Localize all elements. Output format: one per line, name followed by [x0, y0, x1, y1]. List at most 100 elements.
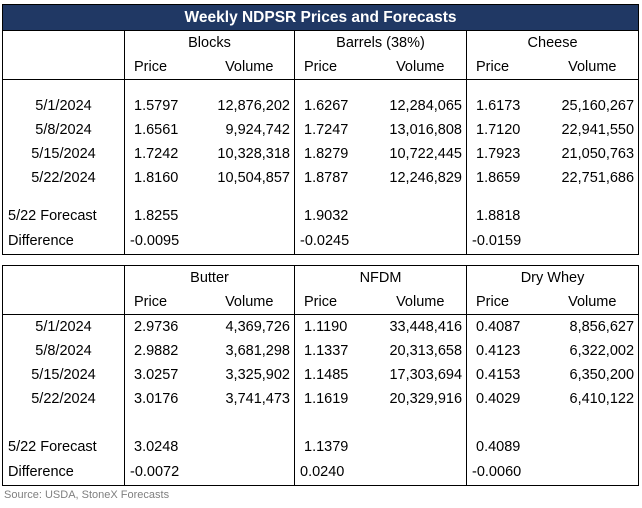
difference-value: 0.0240	[294, 460, 375, 486]
source-note: Source: USDA, StoneX Forecasts	[4, 489, 170, 501]
row-date: 5/22/2024	[2, 387, 125, 411]
difference-value: -0.0095	[124, 229, 205, 255]
price-cell: 1.6173	[476, 97, 521, 114]
group-header-barrels: Barrels (38%)	[294, 30, 467, 56]
row-date: 5/15/2024	[2, 142, 125, 166]
forecast-value: 1.1379	[304, 439, 349, 456]
forecast-value: 1.9032	[304, 208, 349, 225]
price-cell: 3.0257	[134, 366, 179, 383]
difference-value: -0.0245	[294, 229, 375, 255]
table-row: 5/8/2024 1.6561 9,924,742 1.7247 13,016,…	[2, 118, 640, 142]
subheader-price: Price	[294, 291, 375, 315]
volume-cell: 12,876,202	[204, 94, 295, 118]
table-title: Weekly NDPSR Prices and Forecasts	[1, 4, 640, 31]
price-cell: 1.1619	[304, 390, 349, 407]
volume-cell: 22,751,686	[546, 166, 640, 190]
subheader-price: Price	[124, 291, 205, 315]
volume-cell: 10,504,857	[204, 166, 295, 190]
volume-cell: 6,322,002	[546, 339, 640, 363]
table-row: 5/15/2024 3.0257 3,325,902 1.1485 17,303…	[2, 363, 640, 387]
volume-cell: 3,741,473	[204, 387, 295, 411]
price-cell: 3.0176	[134, 390, 179, 407]
subheader-row: Price Volume Price Volume Price Volume	[2, 56, 640, 80]
table-row: 5/15/2024 1.7242 10,328,318 1.8279 10,72…	[2, 142, 640, 166]
volume-cell: 3,325,902	[204, 363, 295, 387]
difference-label: Difference	[2, 460, 125, 486]
price-cell: 2.9736	[134, 318, 179, 335]
price-cell: 1.7120	[476, 121, 521, 138]
table-row: 5/1/2024 2.9736 4,369,726 1.1190 33,448,…	[2, 314, 640, 339]
volume-cell: 12,284,065	[374, 94, 467, 118]
volume-cell: 22,941,550	[546, 118, 640, 142]
price-cell: 0.4123	[476, 342, 521, 359]
top-prices-table: Weekly NDPSR Prices and Forecasts Blocks…	[1, 4, 640, 255]
row-date: 5/22/2024	[2, 166, 125, 190]
subheader-volume: Volume	[204, 56, 295, 80]
forecast-value: 1.8255	[134, 208, 179, 225]
forecast-row: 5/22 Forecast 1.8255 1.9032 1.8818	[2, 204, 640, 229]
difference-value: -0.0060	[466, 460, 547, 486]
group-header-dry-whey: Dry Whey	[466, 265, 640, 291]
volume-cell: 12,246,829	[374, 166, 467, 190]
volume-cell: 6,410,122	[546, 387, 640, 411]
forecast-value: 1.8818	[476, 208, 521, 225]
subheader-price: Price	[124, 56, 205, 80]
difference-row: Difference -0.0072 0.0240 -0.0060	[2, 460, 640, 486]
subheader-volume: Volume	[204, 291, 295, 315]
table-row: 5/8/2024 2.9882 3,681,298 1.1337 20,313,…	[2, 339, 640, 363]
volume-cell: 17,303,694	[374, 363, 468, 387]
subheader-price: Price	[294, 56, 375, 80]
subheader-row: Price Volume Price Volume Price Volume	[2, 291, 640, 315]
row-date: 5/8/2024	[2, 118, 125, 142]
difference-value: -0.0159	[466, 229, 547, 255]
group-header-row: Blocks Barrels (38%) Cheese	[2, 30, 640, 56]
group-header-butter: Butter	[124, 265, 295, 291]
price-cell: 2.9882	[134, 342, 179, 359]
row-date: 5/8/2024	[2, 339, 125, 363]
price-cell: 1.8279	[304, 145, 349, 162]
price-cell: 1.7242	[134, 145, 179, 162]
forecast-row: 5/22 Forecast 3.0248 1.1379 0.4089	[2, 435, 640, 460]
volume-cell: 8,856,627	[546, 314, 640, 339]
table-row: 5/22/2024 3.0176 3,741,473 1.1619 20,329…	[2, 387, 640, 411]
forecast-label: 5/22 Forecast	[2, 435, 125, 460]
price-cell: 0.4153	[476, 366, 521, 383]
volume-cell: 10,722,445	[374, 142, 467, 166]
group-header-cheese: Cheese	[466, 30, 640, 56]
price-cell: 1.6267	[304, 97, 349, 114]
price-cell: 1.1190	[304, 318, 348, 335]
volume-cell: 20,313,658	[374, 339, 468, 363]
subheader-volume: Volume	[546, 56, 640, 80]
subheader-price: Price	[466, 56, 547, 80]
volume-cell: 33,448,416	[374, 314, 468, 339]
volume-cell: 13,016,808	[374, 118, 467, 142]
volume-cell: 21,050,763	[546, 142, 640, 166]
volume-cell: 10,328,318	[204, 142, 295, 166]
price-cell: 1.1485	[304, 366, 349, 383]
price-cell: 0.4087	[476, 318, 521, 335]
price-cell: 1.6561	[134, 121, 179, 138]
price-cell: 1.1337	[304, 342, 349, 359]
subheader-price: Price	[466, 291, 547, 315]
subheader-volume: Volume	[374, 291, 468, 315]
forecast-value: 3.0248	[134, 439, 179, 456]
title-row: Weekly NDPSR Prices and Forecasts	[1, 4, 640, 31]
group-header-blocks: Blocks	[124, 30, 295, 56]
volume-cell: 3,681,298	[204, 339, 295, 363]
row-date: 5/15/2024	[2, 363, 125, 387]
price-cell: 1.8160	[134, 169, 179, 186]
table-row: 5/1/2024 1.5797 12,876,202 1.6267 12,284…	[2, 94, 640, 118]
difference-value: -0.0072	[124, 460, 205, 486]
difference-row: Difference -0.0095 -0.0245 -0.0159	[2, 229, 640, 255]
group-header-row: Butter NFDM Dry Whey	[2, 265, 640, 291]
price-cell: 0.4029	[476, 390, 521, 407]
forecast-label: 5/22 Forecast	[2, 204, 125, 229]
group-header-nfdm: NFDM	[294, 265, 468, 291]
row-date: 5/1/2024	[2, 94, 125, 118]
price-cell: 1.8787	[304, 169, 349, 186]
subheader-volume: Volume	[374, 56, 467, 80]
row-date: 5/1/2024	[2, 314, 125, 339]
volume-cell: 4,369,726	[204, 314, 295, 339]
table-row: 5/22/2024 1.8160 10,504,857 1.8787 12,24…	[2, 166, 640, 190]
bottom-prices-table: Butter NFDM Dry Whey Price Volume Price …	[2, 265, 640, 486]
